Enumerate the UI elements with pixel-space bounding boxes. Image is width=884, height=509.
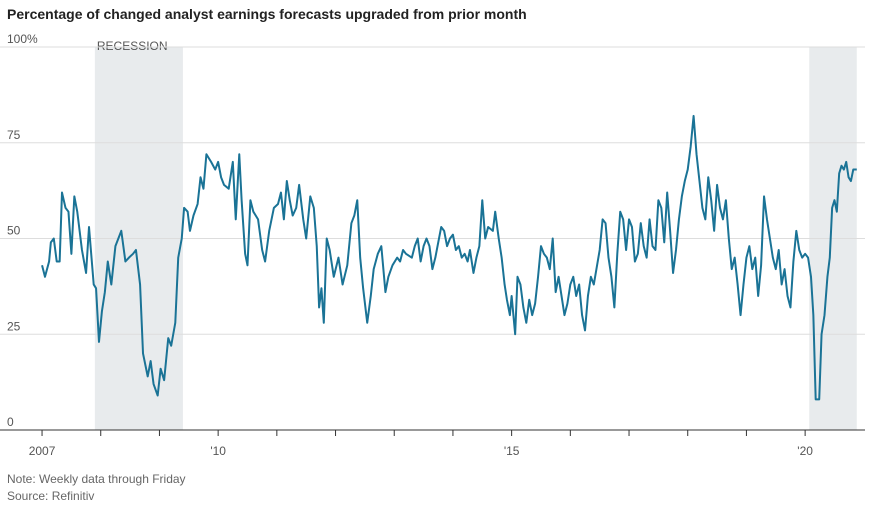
x-tick-label: '20 bbox=[797, 444, 813, 458]
x-tick-label: '15 bbox=[504, 444, 520, 458]
y-tick-label: 50 bbox=[7, 224, 21, 238]
data-line bbox=[41, 114, 857, 401]
source: Source: Refinitiv bbox=[7, 489, 94, 503]
x-tick-label: 2007 bbox=[29, 444, 56, 458]
note: Note: Weekly data through Friday bbox=[7, 472, 186, 486]
y-tick-label: 0 bbox=[7, 415, 14, 429]
x-tick-label: '10 bbox=[210, 444, 226, 458]
chart-title: Percentage of changed analyst earnings f… bbox=[7, 6, 527, 22]
y-tick-label: 75 bbox=[7, 128, 21, 142]
recession-label: RECESSION bbox=[97, 39, 168, 53]
y-tick-label: 100% bbox=[7, 32, 38, 46]
y-tick-label: 25 bbox=[7, 319, 21, 333]
